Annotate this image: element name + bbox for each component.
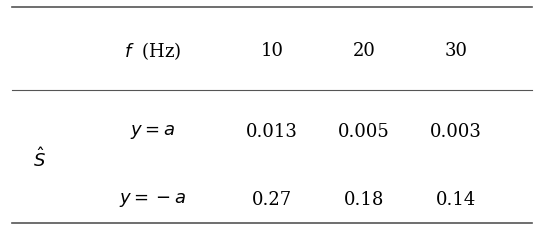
Text: 0.18: 0.18 — [344, 190, 384, 208]
Text: 0.27: 0.27 — [252, 190, 292, 208]
Text: 0.003: 0.003 — [430, 123, 482, 140]
Text: $y = a$: $y = a$ — [131, 123, 176, 140]
Text: 0.14: 0.14 — [436, 190, 476, 208]
Text: $\hat{S}$: $\hat{S}$ — [33, 146, 46, 170]
Text: 20: 20 — [353, 42, 375, 60]
Text: 10: 10 — [261, 42, 283, 60]
Text: $y = -a$: $y = -a$ — [119, 190, 187, 208]
Text: 0.005: 0.005 — [338, 123, 390, 140]
Text: 30: 30 — [444, 42, 467, 60]
Text: 0.013: 0.013 — [246, 123, 298, 140]
Text: $f$  (Hz): $f$ (Hz) — [124, 40, 182, 62]
